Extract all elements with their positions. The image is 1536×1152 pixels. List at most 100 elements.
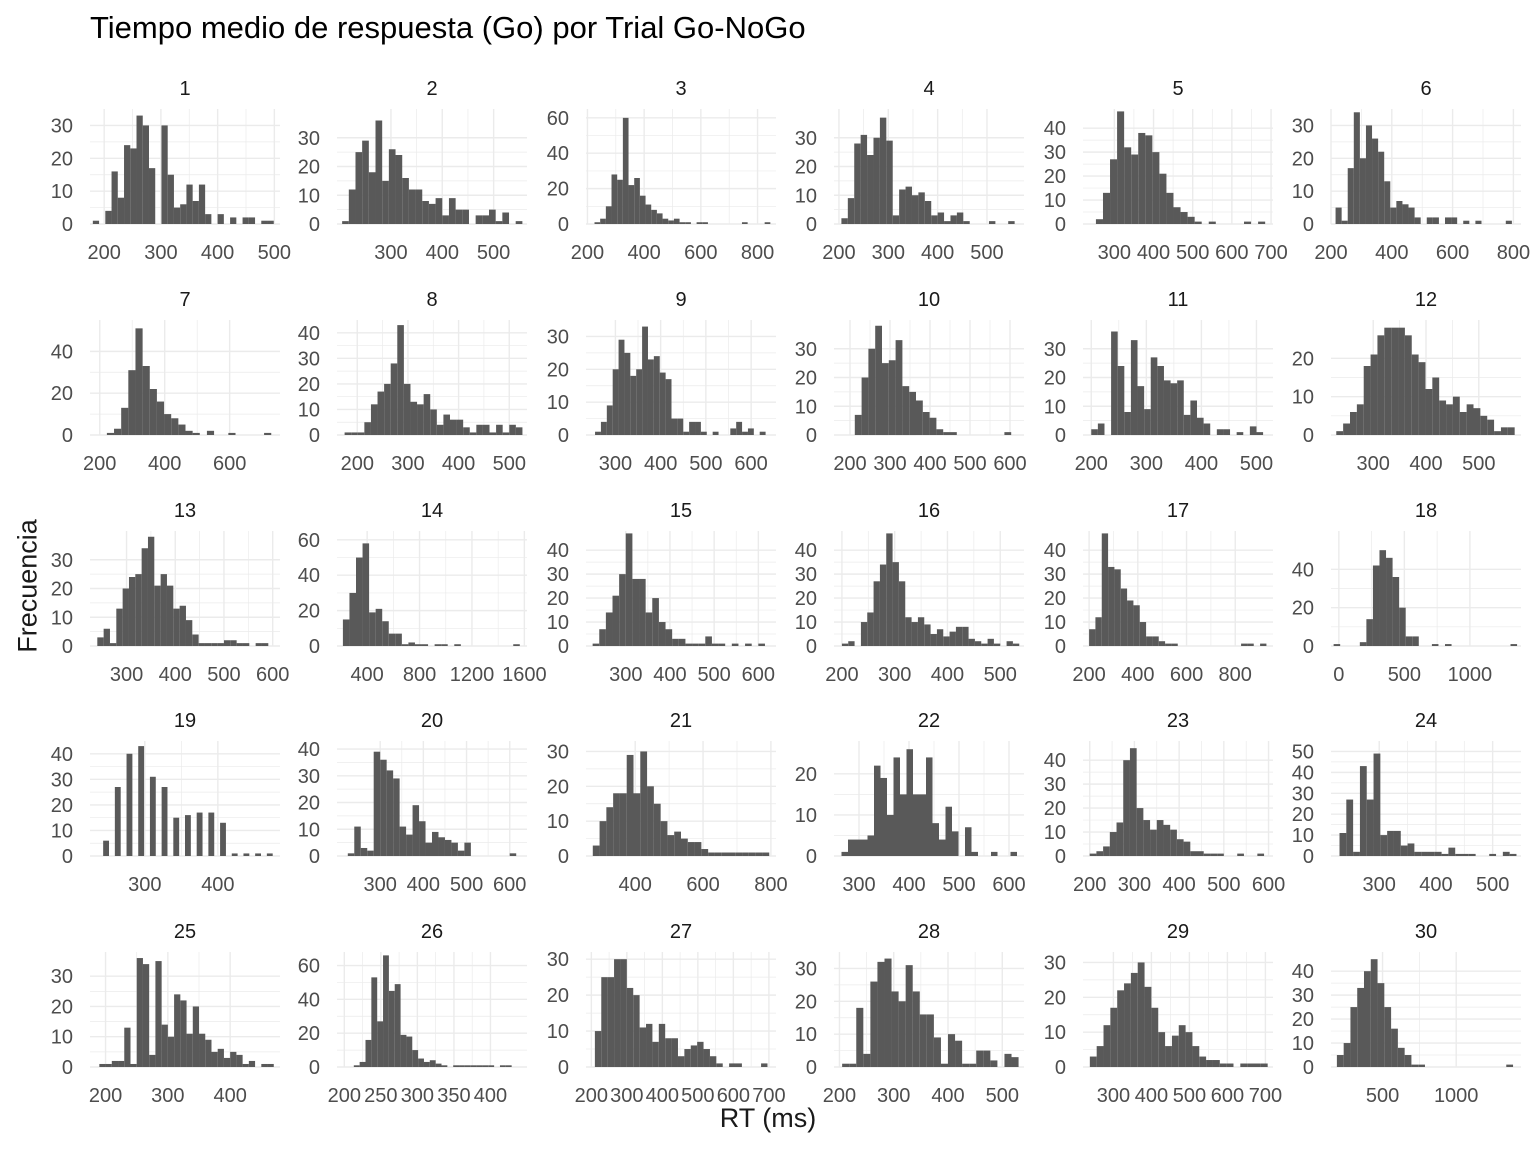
histogram-bar [605,612,613,646]
x-tick-label: 400 [627,242,660,264]
histogram-bar [1475,220,1482,224]
y-tick-label: 0 [558,636,569,658]
histogram-bar [1143,820,1151,856]
y-tick-label: 10 [1044,190,1066,212]
histogram-bar [1487,419,1495,435]
histogram-bar [371,977,378,1067]
histogram-bar [1187,216,1195,224]
histogram-bar [264,432,272,435]
histogram-bar [1158,641,1166,646]
histogram-bar [154,585,161,647]
histogram-bar [1462,853,1469,856]
histogram-bar [929,417,937,435]
y-tick-label: 0 [62,425,73,447]
histogram-bar [861,839,868,856]
y-tick-label: 60 [547,108,569,130]
histogram-bar [965,827,972,856]
histogram-bar [1339,833,1347,856]
histogram-bar [373,751,381,856]
histogram-bar [1373,753,1381,856]
histogram-bar [886,140,893,225]
y-tick-label: 20 [51,795,73,817]
x-tick-label: 400 [646,1085,679,1107]
facet-panel-29: 29 0 10 20 30 300 400 500 600 700 [1044,921,1282,1107]
facet-strip-label: 18 [1415,500,1437,522]
histogram-bar [1380,835,1388,856]
histogram-bar [981,643,988,646]
histogram-bar [173,608,180,647]
histogram-bar [223,640,231,646]
x-tick-label: 200 [1075,453,1108,475]
facet-strip-label: 29 [1167,921,1189,943]
histogram-bar [983,1050,991,1067]
y-tick-label: 10 [298,399,320,421]
histogram-bar [261,220,268,224]
x-tick-label: 1000 [1434,1085,1479,1107]
histogram-bar [592,845,600,856]
y-tick-label: 10 [298,819,320,841]
facet-panel-22: 22 0 10 20 300 400 500 600 [795,710,1026,896]
y-tick-label: 0 [1303,636,1314,658]
y-tick-label: 40 [1044,118,1066,140]
y-tick-label: 10 [547,1021,569,1043]
x-tick-label: 300 [599,453,632,475]
histogram-bar [1445,217,1452,224]
histogram-bar [1441,853,1449,856]
histogram-bar [167,1036,175,1067]
histogram-bar [1176,839,1184,856]
x-tick-label: 400 [201,874,234,896]
histogram-bar [617,179,623,224]
histogram-bar [1500,427,1508,435]
histogram-bar [991,851,998,856]
histogram-bar [406,1036,413,1067]
histogram-bar [185,815,191,856]
histogram-bar [1387,830,1394,856]
histogram-bar [377,1021,384,1067]
histogram-bar [205,1039,212,1067]
x-tick-label: 200 [341,453,374,475]
histogram-bar [595,431,601,435]
y-tick-label: 30 [1044,952,1066,974]
histogram-bar [944,221,951,225]
histogram-bar [402,178,409,224]
x-tick-label: 400 [1162,874,1195,896]
histogram-bar [1357,987,1364,1067]
x-tick-label: 1600 [502,664,547,686]
histogram-bar [261,643,269,647]
histogram-bar [414,644,422,646]
histogram-bar [893,757,900,856]
y-tick-label: 10 [1292,181,1314,203]
histogram-bar [911,195,919,224]
histogram-bar [955,1040,963,1067]
facet-strip-label: 4 [923,78,934,100]
facet-strip-label: 26 [421,921,443,943]
y-tick-label: 20 [1292,348,1314,370]
histogram-bar [464,1065,471,1067]
histogram-bar [192,1006,200,1067]
y-tick-label: 10 [547,612,569,634]
histogram-bar [448,198,456,225]
histogram-bar [1183,841,1191,857]
histogram-bar [199,1033,206,1067]
facet-strip-label: 2 [426,78,437,100]
histogram-bar [988,221,996,225]
x-tick-label: 600 [1211,1085,1244,1107]
histogram-bar [1353,851,1360,856]
histogram-bar [192,201,199,224]
y-tick-label: 10 [795,185,817,207]
facet-panel-28: 28 0 10 20 30 200 300 400 500 [795,921,1024,1107]
histogram-bar [1109,832,1117,856]
histogram-bar [950,215,957,225]
histogram-bar [741,222,748,224]
histogram-bar [612,595,620,646]
y-tick-label: 0 [1055,214,1066,236]
x-tick-label: 800 [1219,664,1252,686]
histogram-bar [1171,1035,1179,1067]
histogram-bar [898,1001,906,1067]
histogram-bar [1350,1007,1358,1067]
histogram-bar [899,189,906,224]
x-tick-label: 400 [892,874,925,896]
histogram-bar [230,217,237,224]
